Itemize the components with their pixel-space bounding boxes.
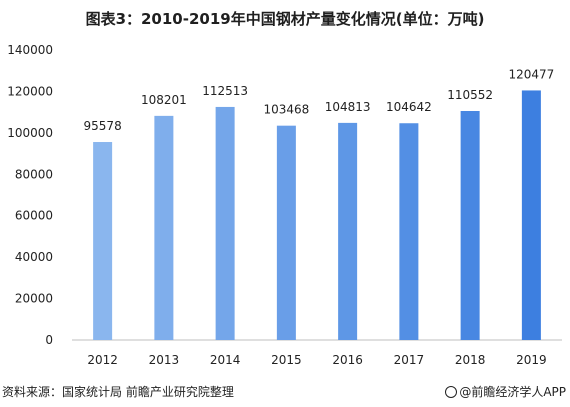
value-label-2019: 120477	[508, 67, 554, 81]
value-label-2015: 103468	[263, 103, 309, 117]
x-axis-tick-labels: 2012 2013 2014 2015 2016 2017 2018 2019	[87, 353, 546, 367]
x-tick-label-2012: 2012	[87, 353, 118, 367]
x-tick-label-2016: 2016	[332, 353, 363, 367]
brand-credit: @前瞻经济学人APP	[445, 383, 566, 400]
x-tick-label-2013: 2013	[149, 353, 180, 367]
y-tick-label: 100000	[7, 126, 53, 140]
bar-2018	[460, 110, 480, 341]
bar-2017	[399, 123, 419, 340]
footer: 资料来源：国家统计局 前瞻产业研究院整理 @前瞻经济学人APP	[0, 383, 570, 403]
value-label-2012: 95578	[84, 119, 122, 133]
bar-2012	[93, 142, 113, 340]
x-tick-label-2018: 2018	[455, 353, 486, 367]
y-tick-label: 20000	[15, 292, 53, 306]
y-axis-tick-labels: 0 20000 40000 60000 80000 100000 120000 140000	[7, 43, 53, 347]
x-tick-label-2014: 2014	[210, 353, 241, 367]
brand-logo-icon	[445, 386, 458, 398]
chart-title: 图表3：2010-2019年中国钢材产量变化情况(单位：万吨)	[85, 10, 485, 28]
value-label-2013: 108201	[141, 93, 187, 107]
y-tick-label: 80000	[15, 167, 53, 181]
y-tick-label: 120000	[7, 84, 53, 98]
source-note: 资料来源：国家统计局 前瞻产业研究院整理	[2, 385, 234, 399]
bar-2019	[521, 90, 541, 341]
bar-2016	[338, 122, 358, 340]
bars-group	[93, 90, 541, 341]
value-label-2014: 112513	[202, 84, 248, 98]
y-tick-label: 60000	[15, 209, 53, 223]
bar-2014	[215, 106, 235, 341]
y-tick-label: 0	[45, 333, 53, 347]
value-label-2017: 104642	[386, 100, 432, 114]
brand-label: @前瞻经济学人APP	[459, 385, 566, 399]
y-tick-label: 140000	[7, 43, 53, 57]
bar-2013	[154, 115, 174, 340]
x-tick-label-2019: 2019	[516, 353, 547, 367]
x-tick-label-2017: 2017	[394, 353, 425, 367]
value-label-2018: 110552	[447, 88, 493, 102]
x-tick-label-2015: 2015	[271, 353, 302, 367]
y-tick-label: 40000	[15, 250, 53, 264]
value-label-2016: 104813	[325, 100, 371, 114]
bar-2015	[276, 125, 296, 340]
value-labels-group: 95578 108201 112513 103468 104813 104642 11055…	[84, 67, 555, 133]
